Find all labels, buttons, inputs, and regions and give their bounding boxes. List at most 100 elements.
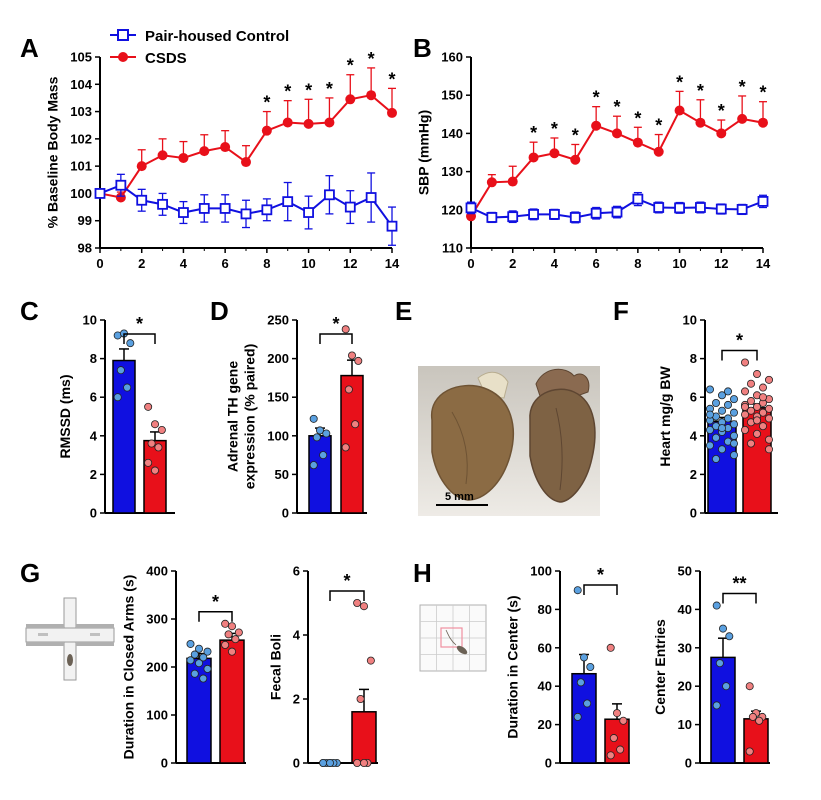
left-heart <box>431 384 514 501</box>
series-control <box>465 191 769 224</box>
significance-star: * <box>368 49 375 69</box>
bar-control <box>112 359 136 514</box>
data-point <box>227 622 236 631</box>
data-point <box>178 207 189 218</box>
x-tick-label: 10 <box>301 256 315 271</box>
y-tick-label: 100 <box>146 708 168 723</box>
data-point <box>344 201 356 213</box>
data-point <box>674 202 685 214</box>
data-point <box>765 404 774 413</box>
y-tick-label: 130 <box>441 164 463 179</box>
data-point <box>115 192 126 203</box>
y-tick-label: 150 <box>441 88 463 103</box>
data-point <box>724 414 733 423</box>
data-point <box>353 599 362 608</box>
data-point <box>190 650 199 659</box>
data-point <box>613 709 622 718</box>
panel-label-e: E <box>395 296 412 326</box>
y-tick-label: 2 <box>90 467 97 482</box>
y-tick-label: 6 <box>293 564 300 579</box>
data-point <box>716 128 727 139</box>
data-point <box>712 701 721 710</box>
data-point <box>758 117 768 128</box>
data-point <box>224 630 233 639</box>
bar-control <box>186 657 212 764</box>
data-point <box>365 192 377 203</box>
data-point <box>136 194 148 206</box>
data-point <box>765 375 774 384</box>
y-axis-label: RMSSD (ms) <box>57 374 73 458</box>
data-point <box>115 179 127 191</box>
data-point <box>591 120 602 131</box>
series-csds <box>466 90 768 222</box>
chart-d-adrenal-th: 0 50 100 150 200 250 Adrenal TH gene expression… <box>225 313 367 521</box>
y-tick-label: 4 <box>690 428 698 443</box>
x-tick-label: 2 <box>509 256 516 271</box>
data-point <box>759 393 768 402</box>
bar-csds <box>351 711 377 764</box>
data-point <box>303 207 314 218</box>
data-point <box>748 712 757 721</box>
data-point <box>730 431 739 440</box>
data-point <box>706 426 715 435</box>
data-point <box>150 466 159 475</box>
data-point <box>227 647 236 656</box>
x-tick-label: 14 <box>756 256 771 271</box>
significance-star: ** <box>732 574 746 594</box>
data-point <box>712 398 721 407</box>
data-point <box>387 107 397 118</box>
bar-control <box>308 435 332 514</box>
data-point <box>190 669 199 678</box>
significance-star: * <box>736 330 743 350</box>
data-point <box>718 424 727 433</box>
bar-csds <box>219 639 245 764</box>
data-point <box>759 408 768 417</box>
significance-bracket <box>583 584 618 595</box>
data-point <box>157 198 168 210</box>
data-point <box>725 632 734 641</box>
significance-bracket <box>319 333 353 344</box>
mouse-icon <box>456 645 468 655</box>
significance-star: * <box>759 83 766 103</box>
data-point <box>753 370 762 379</box>
data-point <box>282 117 293 128</box>
data-point <box>136 161 147 172</box>
data-point <box>741 402 750 411</box>
data-point <box>549 148 560 159</box>
data-point <box>741 410 750 419</box>
data-point <box>366 90 377 101</box>
x-tick-label: 14 <box>385 256 400 271</box>
data-point <box>386 220 398 232</box>
y-tick-label: 100 <box>70 186 92 201</box>
data-point <box>747 406 756 415</box>
data-point <box>730 420 739 429</box>
data-point <box>590 207 602 219</box>
data-point <box>747 439 756 448</box>
data-point <box>724 387 733 396</box>
y-tick-label: 104 <box>70 77 92 92</box>
data-point <box>303 118 314 129</box>
heart-photo: 5 mm <box>418 366 600 516</box>
significance-star: * <box>613 97 620 117</box>
data-point <box>715 203 727 215</box>
data-point <box>747 397 756 406</box>
data-point <box>199 674 208 683</box>
y-tick-label: 400 <box>146 564 168 579</box>
y-tick-label: 250 <box>267 313 289 328</box>
data-point <box>718 406 727 415</box>
data-point <box>344 385 353 394</box>
data-point <box>753 416 762 425</box>
legend-control-marker <box>117 29 129 41</box>
y-tick-label: 105 <box>70 50 92 65</box>
y-axis-label: Fecal Boli <box>268 634 284 700</box>
data-point <box>178 152 189 163</box>
data-point <box>569 212 581 223</box>
chart-g-closed-arms: 0 100 200 300 400 Duration in Closed Arms (s)… <box>121 564 246 771</box>
mouse-icon <box>67 654 73 666</box>
y-tick-label: 4 <box>90 428 98 443</box>
data-point <box>674 105 685 116</box>
chart-h-center-entries: 0 10 20 30 40 50 Center Entries ** <box>652 564 770 771</box>
data-point <box>221 619 230 628</box>
data-point <box>322 429 331 438</box>
